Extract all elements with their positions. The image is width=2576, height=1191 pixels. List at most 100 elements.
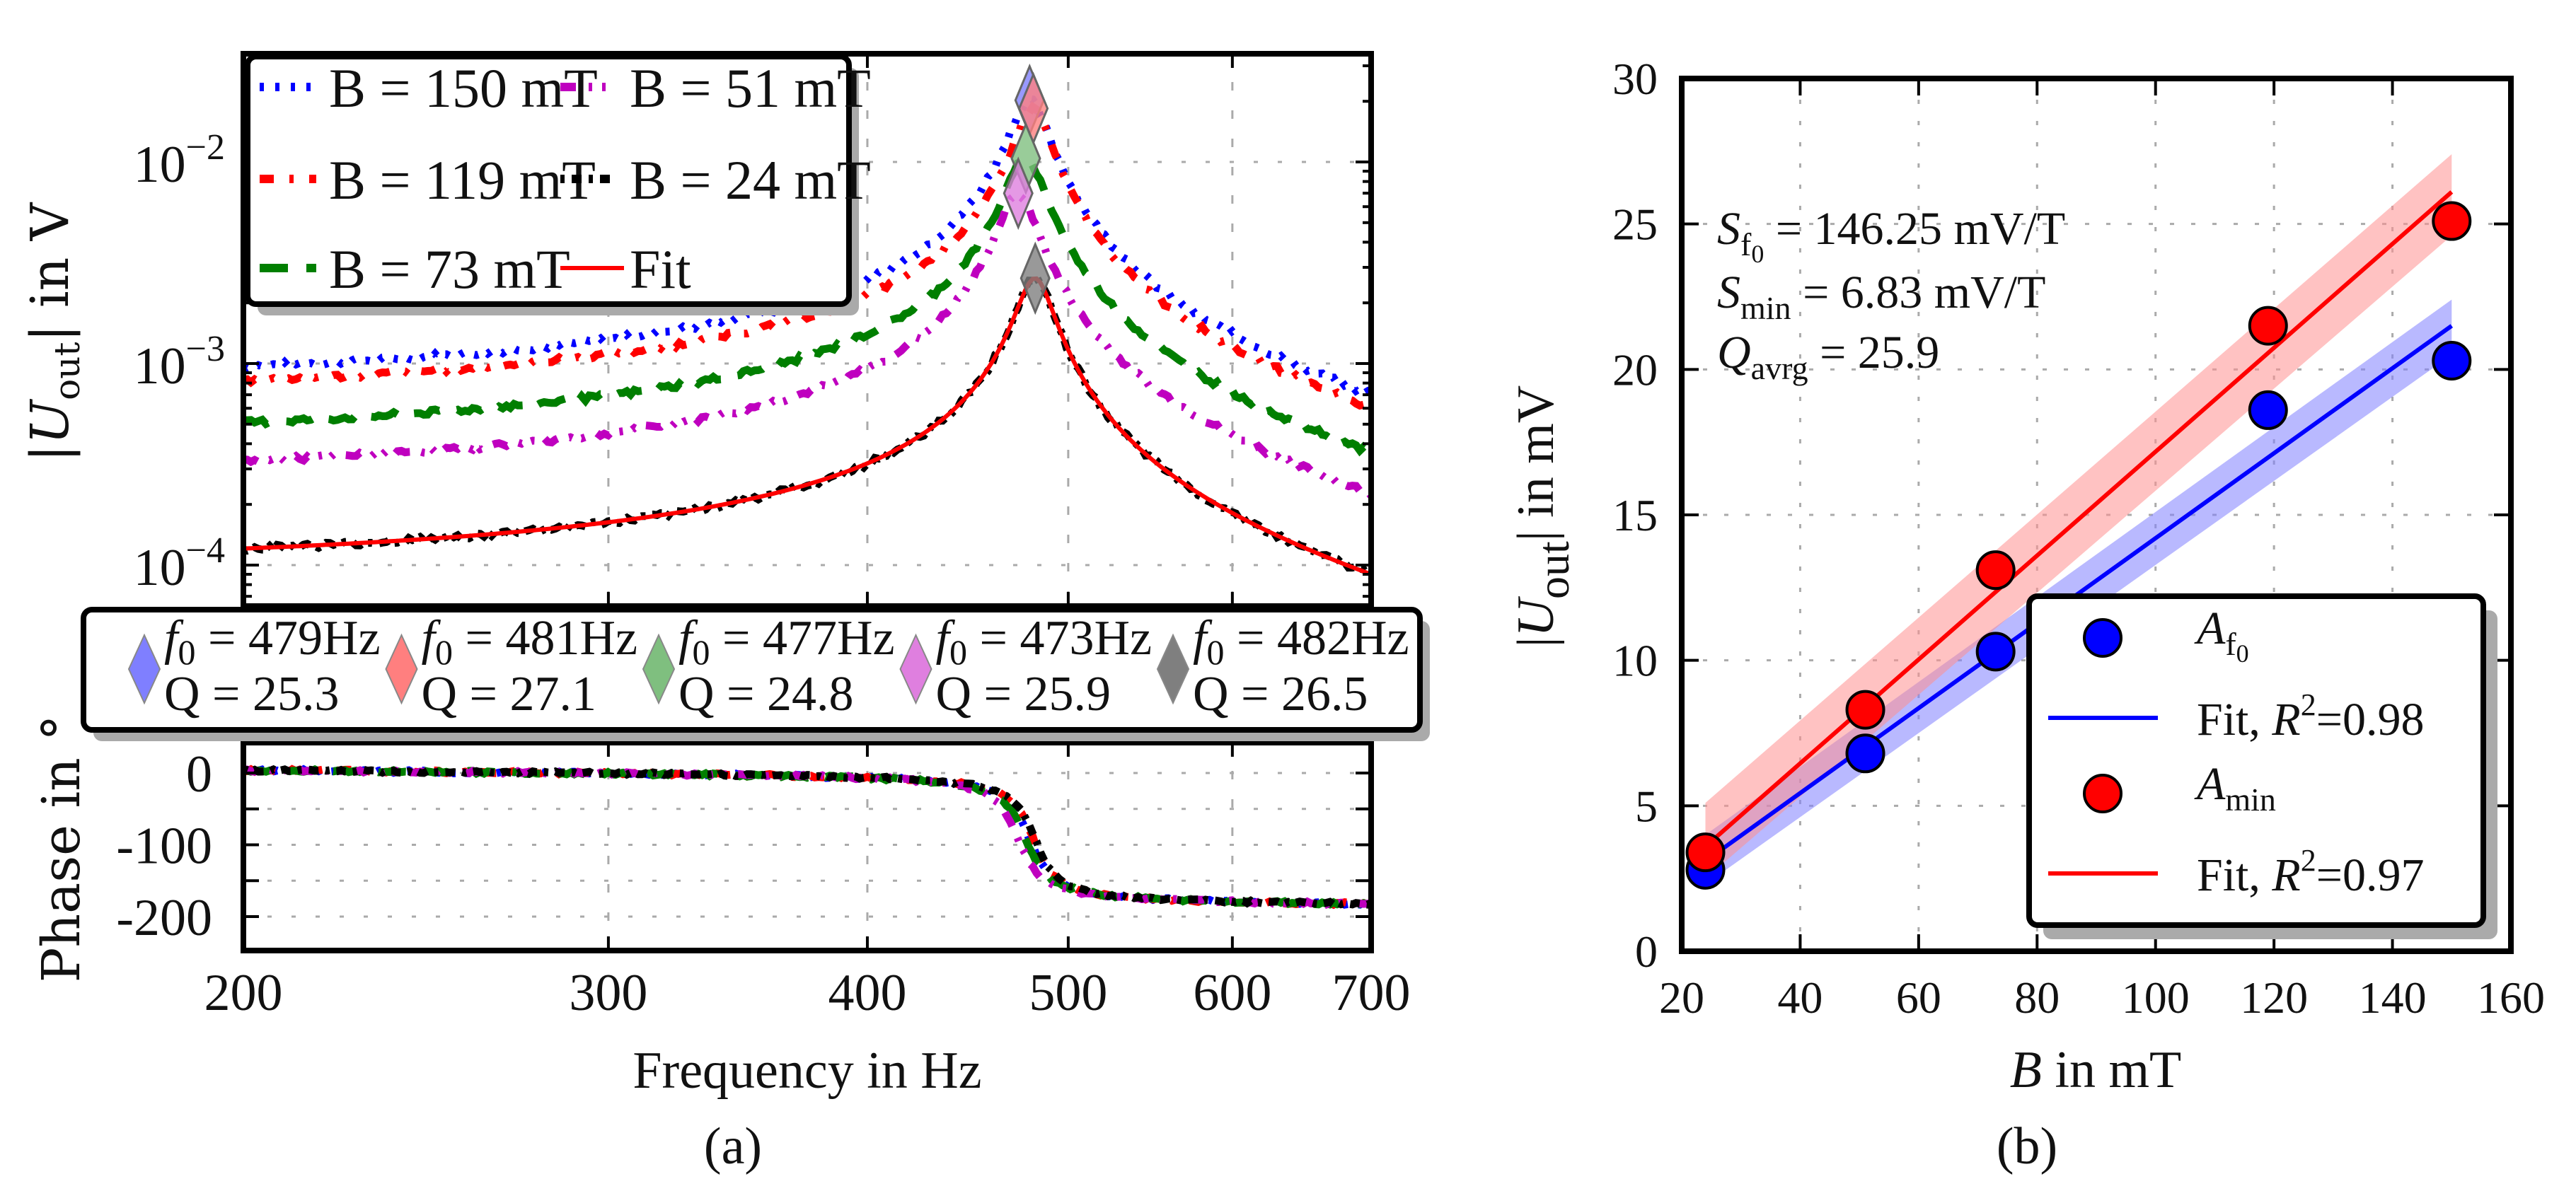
x-tick-label: 120 xyxy=(2240,972,2308,1023)
resonance-marker xyxy=(1020,241,1051,315)
series-legend: B = 150 mT B = 51 mT B = 119 mT B = 24 mT B … xyxy=(245,54,871,315)
y-tick-label: 15 xyxy=(1612,490,1658,540)
y-tick-label: -200 xyxy=(116,889,212,947)
data-point xyxy=(1975,550,2016,591)
resonance-marker xyxy=(1003,156,1034,231)
text-part: =0.97 xyxy=(2316,849,2425,901)
text-part: avrg xyxy=(1751,350,1808,386)
text-part: f xyxy=(2225,626,2236,662)
tick-base: 10 xyxy=(134,337,186,395)
annotation-text: Smin = 6.83 mV/T xyxy=(1717,267,2045,326)
x-tick-label: 40 xyxy=(1777,972,1823,1023)
text-part: A xyxy=(2194,758,2226,810)
text-part: =0.98 xyxy=(2316,694,2425,745)
text-part: 2 xyxy=(2301,687,2316,722)
legend-item: B = 150 mT xyxy=(260,57,598,119)
y-tick-label: 30 xyxy=(1612,54,1658,104)
x-tick-label: 700 xyxy=(1332,964,1411,1022)
legend-label: Fit xyxy=(630,238,691,300)
legend-label: Amin xyxy=(2194,758,2276,818)
legend-item: B = 119 mT xyxy=(260,149,596,211)
legend-q-label: Q = 26.5 xyxy=(1193,667,1368,721)
phase-series-line xyxy=(243,765,1371,910)
tick-exponent: −2 xyxy=(186,127,225,168)
phase-y-axis-label: Phase in ° xyxy=(31,715,92,983)
text-part: min xyxy=(2225,782,2276,818)
text-part: S xyxy=(1717,267,1740,318)
diamond-marker-icon xyxy=(127,633,161,705)
text-part: 0 xyxy=(1206,632,1224,672)
legend-item: B = 73 mT xyxy=(260,238,570,300)
text-part: Fit, xyxy=(2197,849,2272,901)
text-part: B xyxy=(2010,1041,2042,1099)
text-part: | in V xyxy=(20,202,81,342)
magnitude-y-axis-label: |Uout| in V xyxy=(20,202,88,462)
y-tick-label: -100 xyxy=(116,818,212,876)
text-part: | in mV xyxy=(1507,385,1565,541)
legend-f0-label: f0 = 482Hz xyxy=(1193,611,1409,672)
text-part: 473Hz xyxy=(1020,611,1152,666)
legend-item: Fit, R2=0.98 xyxy=(2048,687,2424,745)
legend-label: B = 73 mT xyxy=(329,238,570,300)
data-point xyxy=(1845,733,1885,774)
legend-f0-label: f0 = 481Hz xyxy=(422,611,638,672)
text-part: 0 xyxy=(435,632,453,672)
text-part: U xyxy=(20,398,81,444)
x-tick-label: 60 xyxy=(1896,972,1941,1023)
text-part: out xyxy=(1528,541,1578,599)
x-tick-label: 200 xyxy=(204,964,283,1022)
phase-series-line xyxy=(243,765,1371,910)
legend-q-label: Q = 24.8 xyxy=(678,667,854,721)
text-part: in mT xyxy=(2042,1041,2181,1099)
x-tick-label: 80 xyxy=(2014,972,2060,1023)
x-tick-label: 500 xyxy=(1029,964,1107,1022)
x-tick-label: 160 xyxy=(2477,972,2545,1023)
text-part: = xyxy=(453,611,505,666)
text-part: 479Hz xyxy=(248,611,381,666)
legend-marker-icon xyxy=(2083,774,2122,813)
data-point xyxy=(2432,201,2472,241)
phase-series-line xyxy=(243,765,1371,910)
panel-label: (a) xyxy=(704,1117,762,1175)
magnitude-series-line xyxy=(243,152,1371,457)
legend-q-label: Q = 27.1 xyxy=(422,667,597,721)
y-tick-label: 10−3 xyxy=(134,329,225,395)
fit-line xyxy=(1704,190,2454,849)
data-point xyxy=(1975,632,2016,672)
legend-box xyxy=(2026,593,2486,928)
legend-box xyxy=(81,607,1423,733)
x-tick-label: 600 xyxy=(1193,964,1271,1022)
legend: Af0 Fit, R2=0.98 Amin Fit, R2=0.97 xyxy=(2026,593,2497,939)
legend-item: Fit, R2=0.97 xyxy=(2048,843,2424,901)
magnitude-plot-area xyxy=(243,63,1371,580)
phase-axes-frame xyxy=(241,740,1374,953)
legend-f0-label: f0 = 479Hz xyxy=(164,611,381,672)
legend-f0-label: f0 = 477Hz xyxy=(678,611,895,672)
y-axis-label: |Uout| in mV xyxy=(1507,385,1578,647)
y-tick-label: 10 xyxy=(1612,636,1658,686)
x-tick-label: 140 xyxy=(2359,972,2427,1023)
x-axis-label: Frequency in Hz xyxy=(633,1042,981,1100)
text-part: = xyxy=(967,611,1020,666)
text-part: 0 xyxy=(178,632,195,672)
data-point xyxy=(1845,690,1885,730)
y-tick-label: 25 xyxy=(1612,199,1658,250)
legend-label: B = 150 mT xyxy=(329,57,598,119)
text-part: f xyxy=(1740,226,1752,262)
legend-f0-label: f0 = 473Hz xyxy=(936,611,1153,672)
x-tick-label: 300 xyxy=(569,964,647,1022)
legend-label: Fit, R2=0.98 xyxy=(2197,687,2424,745)
legend-q-label: Q = 25.9 xyxy=(936,667,1111,721)
data-point xyxy=(2248,390,2288,430)
y-tick-label: 10−4 xyxy=(134,530,225,597)
data-point xyxy=(1685,832,1726,873)
text-part: 482Hz xyxy=(1277,611,1409,666)
phase-series-line xyxy=(243,765,1371,909)
annotation-text: Sf0 = 146.25 mV/T xyxy=(1717,203,2065,268)
text-part: 0 xyxy=(2236,639,2249,668)
text-part: | xyxy=(1507,637,1565,647)
